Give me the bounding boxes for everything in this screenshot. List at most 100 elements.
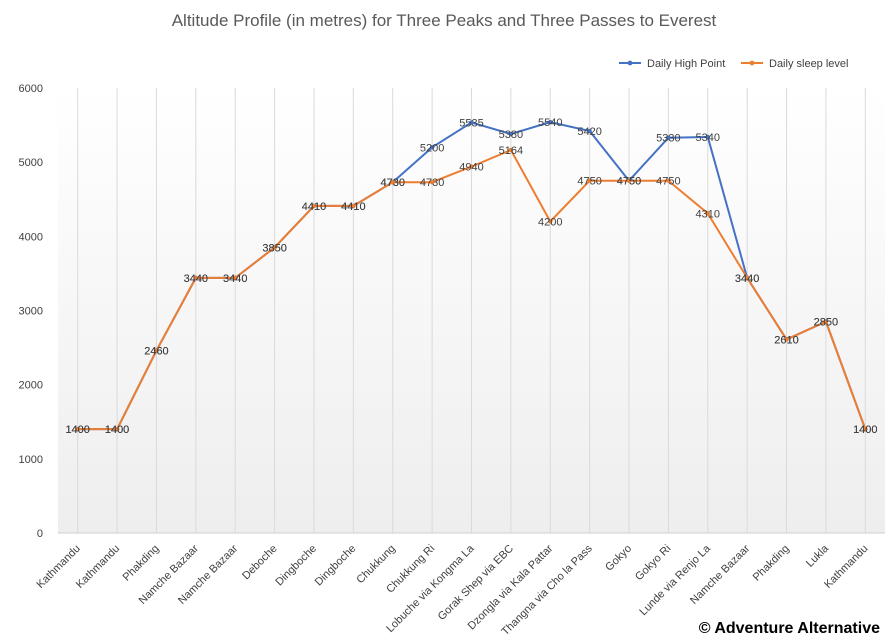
data-point-sleep-level [75, 426, 80, 432]
x-tick-label: Gorak Shep via EBC [436, 543, 516, 623]
x-tick-label: Phakding [121, 543, 162, 584]
data-label-sleep-level: 4750 [617, 176, 641, 188]
data-point-sleep-level [705, 211, 710, 216]
data-point-high-point [666, 135, 671, 140]
y-tick-label: 0 [37, 528, 43, 540]
x-tick-label: Lunde via Renjo La [637, 542, 713, 618]
series-layer [75, 119, 868, 432]
legend-label-sleep: Daily sleep level [769, 58, 848, 70]
chart-title: Altitude Profile (in metres) for Three P… [172, 11, 717, 30]
y-tick-label: 6000 [19, 83, 43, 95]
legend: Daily High Point Daily sleep level [619, 58, 848, 70]
data-point-sleep-level [114, 426, 120, 432]
legend-marker-sleep [749, 60, 755, 66]
data-label-high-point: 4410 [341, 201, 365, 213]
data-label-sleep-level: 4750 [577, 176, 601, 188]
data-point-sleep-level [233, 275, 238, 281]
data-label-high-point: 5330 [656, 133, 680, 145]
data-point-sleep-level [311, 203, 317, 209]
data-label-high-point: 4730 [380, 177, 404, 189]
legend-label-high: Daily High Point [647, 58, 725, 70]
data-label-high-point: 3440 [735, 273, 759, 285]
x-tick-label: Lukla [804, 542, 832, 570]
data-label-sleep-level: 4410 [341, 201, 365, 213]
data-label-high-point: 1400 [105, 424, 129, 436]
y-tick-label: 4000 [19, 231, 43, 243]
data-label-high-point: 5340 [696, 132, 720, 144]
data-label-sleep-level: 4750 [656, 176, 680, 188]
data-label-high-point: 5380 [499, 129, 523, 141]
data-label-high-point: 1400 [65, 424, 89, 436]
gridlines [77, 88, 866, 533]
data-point-high-point [587, 128, 592, 134]
data-label-sleep-level: 3440 [735, 273, 759, 285]
data-label-high-point: 4410 [302, 201, 326, 213]
data-label-sleep-level: 2460 [144, 346, 168, 358]
data-label-sleep-level: 4730 [380, 177, 404, 189]
data-label-sleep-level: 3850 [262, 242, 286, 254]
data-label-high-point: 2850 [814, 317, 838, 329]
data-label-high-point: 5535 [459, 117, 483, 129]
data-label-high-point: 3440 [223, 273, 247, 285]
data-label-sleep-level: 4200 [538, 217, 562, 229]
data-label-high-point: 3850 [262, 242, 286, 254]
data-point-sleep-level [666, 178, 671, 183]
data-label-high-point: 2610 [774, 334, 798, 346]
data-label-high-point: 5540 [538, 117, 562, 129]
data-point-sleep-level [626, 178, 632, 183]
data-label-sleep-level: 4940 [459, 162, 483, 174]
data-point-sleep-level [390, 179, 395, 185]
data-label-sleep-level: 2850 [814, 317, 838, 329]
data-point-sleep-level [744, 275, 750, 281]
data-point-sleep-level [508, 147, 514, 153]
legend-marker-high [627, 60, 633, 66]
data-point-sleep-level [548, 219, 553, 224]
x-tick-label: Dingboche [313, 543, 359, 589]
y-tick-label: 3000 [19, 306, 43, 318]
data-point-high-point [469, 120, 474, 125]
x-tick-label: Dingboche [273, 543, 319, 589]
data-point-high-point [548, 119, 553, 125]
y-tick-label: 1000 [19, 454, 43, 466]
data-point-sleep-level [272, 245, 277, 250]
data-label-high-point: 2460 [144, 346, 168, 358]
data-label-sleep-level: 3440 [223, 273, 247, 285]
data-point-sleep-level [351, 203, 356, 209]
x-tick-label: Gokyo [603, 543, 634, 574]
data-labels: 1400 1400 2460 3440 3440 3850 4410 4410 4730 5200… [65, 117, 877, 436]
data-label-sleep-level: 1400 [105, 424, 129, 436]
data-point-sleep-level [429, 179, 435, 185]
data-label-sleep-level: 4410 [302, 201, 326, 213]
data-point-sleep-level [469, 164, 474, 169]
y-tick-label: 2000 [19, 380, 43, 392]
data-label-sleep-level: 4730 [420, 177, 444, 189]
data-point-sleep-level [823, 319, 829, 324]
y-tick-label: 5000 [19, 157, 43, 169]
data-point-high-point [429, 145, 435, 150]
data-point-sleep-level [193, 275, 199, 281]
data-point-high-point [705, 134, 710, 140]
data-label-sleep-level: 2610 [774, 334, 798, 346]
data-point-sleep-level [587, 178, 592, 183]
y-axis: 0 1000 2000 3000 4000 5000 6000 [19, 83, 43, 540]
data-label-sleep-level: 1400 [853, 424, 877, 436]
copyright-notice: © Adventure Alternative [699, 620, 880, 637]
data-point-sleep-level [863, 426, 868, 432]
x-tick-label: Phakding [751, 543, 792, 584]
data-label-sleep-level: 4310 [696, 208, 720, 220]
x-tick-label: Gokyo Ri [633, 543, 673, 583]
data-label-high-point: 1400 [853, 424, 877, 436]
data-point-high-point [508, 131, 514, 137]
data-label-high-point: 4750 [617, 176, 641, 188]
data-label-high-point: 3440 [184, 273, 208, 285]
data-label-high-point: 5200 [420, 142, 444, 154]
data-label-sleep-level: 5164 [499, 145, 523, 157]
data-label-sleep-level: 3440 [184, 273, 208, 285]
data-point-sleep-level [154, 348, 159, 353]
data-label-sleep-level: 1400 [65, 424, 89, 436]
data-point-sleep-level [784, 337, 789, 342]
data-label-high-point: 5420 [577, 126, 601, 138]
x-tick-label: Deboche [240, 543, 280, 583]
